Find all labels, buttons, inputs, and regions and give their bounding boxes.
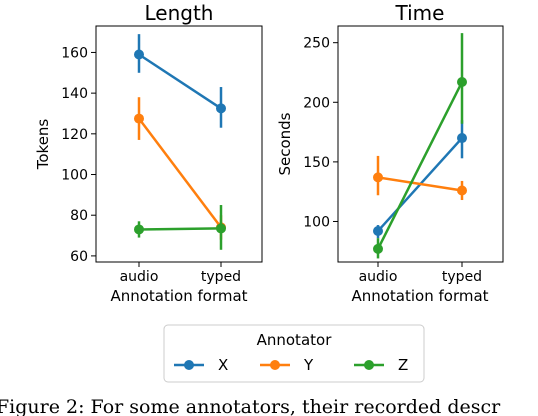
legend-label: X (218, 356, 228, 374)
panel-time: Time 100 150 200 250 audio typed Seconds Ann… (276, 1, 504, 305)
series-line (138, 227, 222, 231)
data-point (134, 49, 144, 60)
y-tick-label: 150 (303, 155, 330, 171)
panel-length: Length 60 80 100 120 140 160 audio typed Token… (34, 1, 263, 305)
legend-label: Z (398, 356, 408, 374)
series-x (134, 34, 226, 128)
legend-title: Annotator (257, 331, 333, 349)
x-tick-label: audio (120, 269, 159, 285)
legend-label: Y (303, 356, 314, 374)
legend-entry-y: Y (260, 356, 314, 374)
series-z (373, 33, 467, 259)
series-line (138, 53, 222, 110)
series-line (138, 117, 222, 229)
y-tick-label: 160 (61, 45, 88, 61)
data-point (373, 172, 383, 183)
series-y (134, 97, 226, 240)
y-axis-label-length: Tokens (34, 119, 52, 171)
x-ticks-time: audio typed (359, 262, 482, 285)
series-y (373, 155, 467, 201)
x-tick-label: typed (442, 269, 482, 285)
legend-entry-z: Z (354, 356, 408, 374)
series-x (373, 120, 467, 239)
data-point (134, 224, 144, 235)
legend-marker (270, 360, 280, 370)
y-tick-label: 140 (61, 86, 88, 102)
data-point (373, 243, 383, 254)
y-tick-label: 100 (61, 168, 88, 184)
data-point (373, 226, 383, 237)
series-line (376, 81, 464, 250)
legend-marker (184, 360, 194, 370)
data-point (457, 133, 467, 144)
data-point (216, 103, 226, 114)
figure-caption: Figure 2: For some annotators, their rec… (0, 396, 501, 416)
data-point (134, 113, 144, 124)
series-marks-time (373, 33, 467, 259)
x-axis-label-length: Annotation format (110, 287, 247, 305)
y-ticks-length: 60 80 100 120 140 160 (61, 45, 96, 265)
x-tick-label: audio (359, 269, 398, 285)
legend-entries: X Y Z (174, 356, 408, 374)
y-tick-label: 120 (61, 127, 88, 143)
series-line (377, 176, 463, 192)
chart-title-length: Length (145, 1, 214, 25)
y-tick-label: 80 (70, 208, 88, 224)
legend-entry-x: X (174, 356, 228, 374)
y-tick-label: 250 (303, 36, 330, 52)
x-ticks-length: audio typed (120, 262, 241, 285)
plot-frame-length (95, 25, 263, 263)
y-tick-label: 200 (303, 95, 330, 111)
series-z (134, 205, 226, 250)
legend: Annotator X Y Z (163, 324, 425, 383)
y-axis-label-time: Seconds (276, 112, 294, 175)
x-tick-label: typed (201, 269, 241, 285)
series-marks-length (134, 34, 226, 250)
y-tick-label: 100 (303, 214, 330, 230)
x-axis-label-time: Annotation format (351, 287, 488, 305)
data-point (457, 185, 467, 196)
data-point (216, 223, 226, 234)
legend-marker (364, 360, 374, 370)
data-point (457, 77, 467, 88)
y-ticks-time: 100 150 200 250 (303, 36, 338, 230)
y-tick-label: 60 (70, 249, 88, 265)
legend-box (163, 324, 425, 383)
plot-frame-time (337, 25, 504, 263)
chart-title-time: Time (395, 1, 445, 25)
